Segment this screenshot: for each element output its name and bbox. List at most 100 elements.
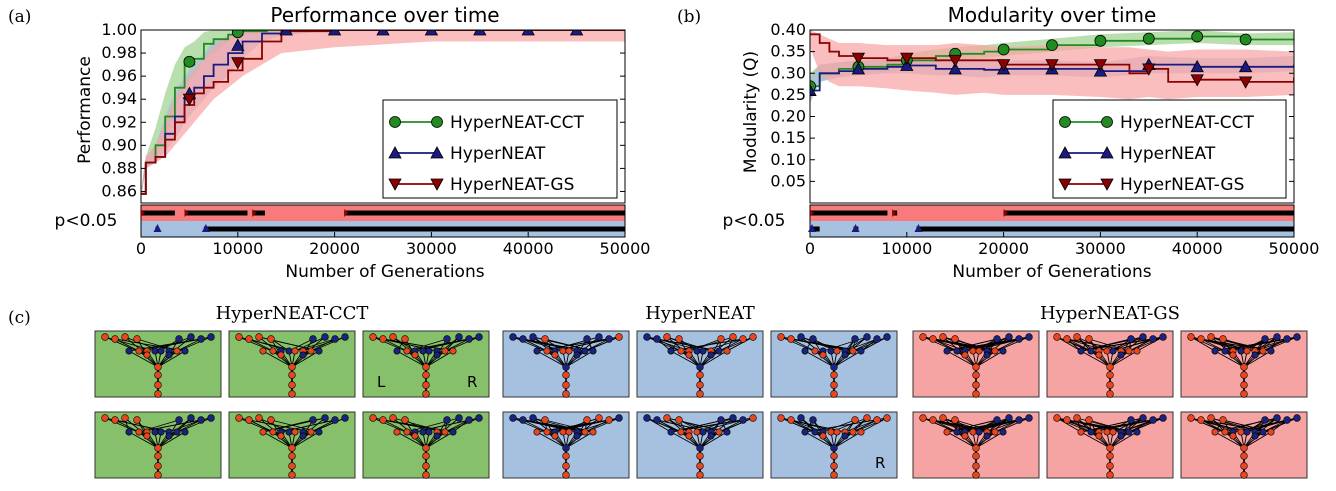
network-edge <box>844 336 868 352</box>
network-edge <box>986 417 1010 437</box>
network-node <box>121 333 129 341</box>
network-edge <box>272 350 293 368</box>
network-node <box>285 428 293 436</box>
network-node <box>1063 416 1071 424</box>
network-edge <box>406 431 427 449</box>
network-node <box>207 414 215 422</box>
network-node <box>1106 363 1114 371</box>
network-edge <box>124 336 148 356</box>
network-node <box>1251 351 1259 359</box>
network-node <box>288 471 296 479</box>
network-edge <box>546 350 567 368</box>
network-node <box>533 428 541 436</box>
network-node <box>749 333 757 341</box>
series-marker <box>810 83 817 96</box>
series-marker <box>1093 59 1108 72</box>
network-node <box>288 363 296 371</box>
network-node <box>1125 428 1133 436</box>
network-node <box>187 333 195 341</box>
network-edge <box>425 350 454 368</box>
network-edge <box>975 431 996 449</box>
network-node <box>653 335 661 343</box>
network-node <box>696 363 704 371</box>
network-edge <box>814 431 835 449</box>
network-node <box>299 351 307 359</box>
network-node <box>1073 414 1081 422</box>
network-edge <box>1076 336 1100 356</box>
network-node <box>581 347 589 355</box>
network-node <box>663 414 671 422</box>
series-marker <box>183 55 196 68</box>
network-node <box>809 335 817 343</box>
legend-label: HyperNEAT <box>1120 144 1216 164</box>
x-tick-label: 10000 <box>881 239 932 258</box>
network-edge <box>1243 431 1264 449</box>
network-node <box>543 428 551 436</box>
network-edge <box>833 350 854 368</box>
significance-label: p<0.05 <box>55 211 118 231</box>
network-node <box>1127 335 1135 343</box>
network-nodes <box>777 414 891 479</box>
network-thumbnail <box>770 330 898 398</box>
network-node <box>883 414 891 422</box>
network-node <box>1103 428 1111 436</box>
network-node <box>749 414 757 422</box>
network-node <box>589 428 597 436</box>
network-edge <box>565 350 586 368</box>
legend-marker <box>431 116 443 128</box>
network-node <box>1211 347 1219 355</box>
network-node <box>830 462 838 470</box>
network-edge <box>536 350 567 368</box>
legend-marker <box>389 116 401 128</box>
network-edge <box>670 350 701 368</box>
network-node <box>245 416 253 424</box>
network-node <box>1261 335 1269 343</box>
network-node <box>154 452 162 460</box>
network-edge <box>833 431 854 449</box>
network-node <box>1261 416 1269 424</box>
network-node <box>455 414 463 422</box>
network-node <box>165 432 173 440</box>
significance-mark <box>201 224 210 232</box>
network-node <box>565 347 573 355</box>
network-node <box>830 444 838 452</box>
network-node <box>1103 347 1111 355</box>
x-tick-label: 50000 <box>1269 239 1320 258</box>
module-label-r: R <box>875 454 885 472</box>
module-label-r: R <box>467 373 477 391</box>
module-label-l: L <box>377 373 386 391</box>
chart-title: Modularity over time <box>948 3 1157 27</box>
network-group-title: HyperNEAT <box>645 303 755 324</box>
network-node <box>729 414 737 422</box>
network-node <box>143 432 151 440</box>
series-marker <box>231 57 245 70</box>
network-thumbnail <box>502 330 630 398</box>
network-node <box>559 428 567 436</box>
network-node <box>443 335 451 343</box>
network-node <box>983 351 991 359</box>
network-node <box>696 471 704 479</box>
network-node <box>739 335 747 343</box>
network-node <box>559 347 567 355</box>
network-edge <box>942 336 966 356</box>
network-node <box>667 347 675 355</box>
network-node <box>1159 414 1167 422</box>
network-node <box>1211 428 1219 436</box>
network-edge <box>956 431 977 449</box>
network-node <box>841 351 849 359</box>
network-edge <box>1056 336 1082 352</box>
network-edge <box>1243 350 1264 368</box>
network-edge <box>258 417 282 437</box>
significance-mark <box>810 210 888 216</box>
network-node <box>595 414 603 422</box>
network-node <box>422 452 430 460</box>
network-edge <box>576 417 600 437</box>
network-node <box>729 333 737 341</box>
network-nodes <box>777 333 891 398</box>
network-node <box>969 428 977 436</box>
network-node <box>133 416 141 424</box>
network-node <box>455 333 463 341</box>
significance-mark <box>1003 209 1008 217</box>
x-tick-label: 50000 <box>600 239 651 258</box>
network-node <box>1293 333 1301 341</box>
